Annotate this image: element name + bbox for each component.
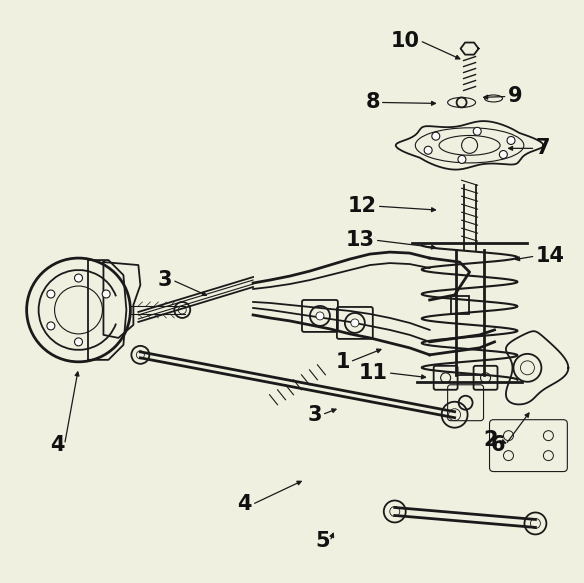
Circle shape — [75, 338, 82, 346]
Text: 4: 4 — [238, 494, 252, 514]
Circle shape — [75, 274, 82, 282]
Text: 3: 3 — [307, 405, 322, 424]
Text: 14: 14 — [536, 246, 564, 266]
Circle shape — [499, 150, 507, 159]
Circle shape — [473, 127, 481, 135]
Text: 1: 1 — [335, 352, 350, 372]
Text: 10: 10 — [391, 30, 420, 51]
Circle shape — [424, 146, 432, 154]
Circle shape — [432, 132, 440, 140]
Circle shape — [351, 319, 359, 327]
Text: 13: 13 — [346, 230, 375, 250]
Text: 8: 8 — [365, 93, 380, 113]
Text: 2: 2 — [483, 430, 498, 449]
Circle shape — [47, 290, 55, 298]
Text: 4: 4 — [50, 435, 65, 455]
Text: 3: 3 — [158, 270, 172, 290]
Text: 5: 5 — [315, 531, 330, 552]
Circle shape — [507, 136, 515, 145]
Circle shape — [47, 322, 55, 330]
Text: 9: 9 — [507, 86, 522, 107]
Circle shape — [102, 290, 110, 298]
Circle shape — [458, 156, 466, 163]
Circle shape — [316, 312, 324, 320]
Text: 6: 6 — [491, 435, 506, 455]
Text: 11: 11 — [359, 363, 388, 383]
Text: 7: 7 — [536, 138, 550, 159]
Text: 12: 12 — [348, 196, 377, 216]
